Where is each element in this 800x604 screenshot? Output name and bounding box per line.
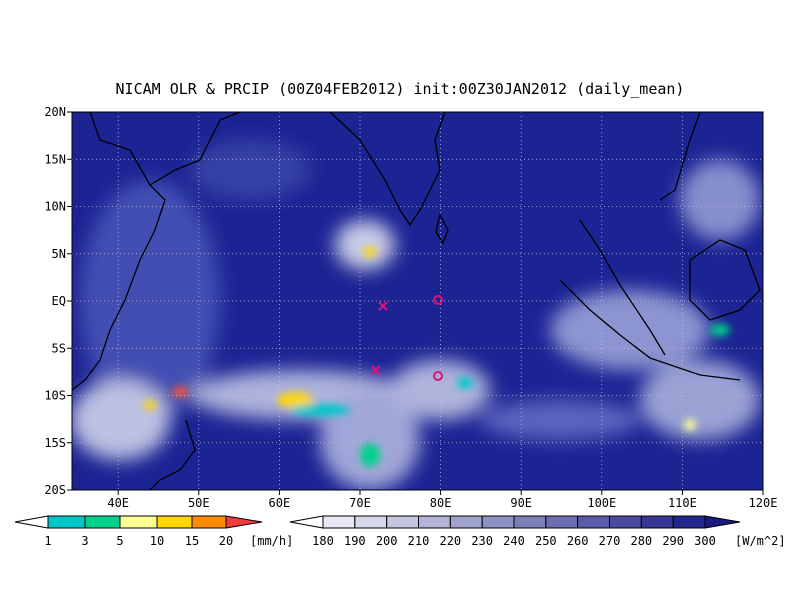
colorbar-label: 260 <box>567 534 589 548</box>
colorbar-box <box>156 515 193 529</box>
colorbar-label: 230 <box>471 534 493 548</box>
colorbar-box <box>354 515 388 529</box>
colorbar-box <box>640 515 674 529</box>
colorbar-box <box>481 515 515 529</box>
lat-label: 15S <box>44 436 66 450</box>
colorbar-end <box>225 515 263 529</box>
colorbar-box <box>191 515 227 529</box>
colorbar-box <box>84 515 121 529</box>
colorbar-label: 200 <box>376 534 398 548</box>
colorbar-box <box>119 515 158 529</box>
colorbar-end <box>704 515 741 529</box>
colorbar-box <box>449 515 483 529</box>
colorbar-label: 280 <box>630 534 652 548</box>
lat-label: 20N <box>44 105 66 119</box>
colorbar-box <box>672 515 706 529</box>
coastlines <box>72 112 761 490</box>
lat-label: 5N <box>52 247 66 261</box>
lat-label: 10N <box>44 200 66 214</box>
lat-label: 15N <box>44 152 66 166</box>
colorbar-label: 220 <box>439 534 461 548</box>
colorbar-box <box>577 515 611 529</box>
lon-label: 110E <box>668 496 697 510</box>
colorbar-label: 10 <box>150 534 164 548</box>
colorbar-label: 240 <box>503 534 525 548</box>
colorbar-box <box>386 515 419 529</box>
lon-label: 60E <box>269 496 291 510</box>
lat-label: 20S <box>44 483 66 497</box>
colorbar-end <box>289 515 324 529</box>
colorbar-unit: [W/m^2] <box>735 534 786 548</box>
colorbar-label: 1 <box>44 534 51 548</box>
lon-label: 50E <box>188 496 210 510</box>
lon-label: 90E <box>510 496 532 510</box>
colorbar-unit: [mm/h] <box>250 534 293 548</box>
lon-label: 40E <box>107 496 129 510</box>
markers <box>371 295 443 381</box>
colorbar-box <box>322 515 356 529</box>
colorbar-box <box>545 515 579 529</box>
colorbar-box <box>47 515 86 529</box>
lon-label: 100E <box>587 496 616 510</box>
lon-label: 120E <box>749 496 778 510</box>
colorbar-label: 15 <box>185 534 199 548</box>
colorbar-label: 180 <box>312 534 334 548</box>
colorbar-box <box>609 515 642 529</box>
colorbar-box <box>418 515 451 529</box>
map-title: NICAM OLR & PRCIP (00Z04FEB2012) init:00… <box>116 80 685 98</box>
colorbar-label: 3 <box>81 534 88 548</box>
colorbar-label: 250 <box>535 534 557 548</box>
grid <box>72 112 763 490</box>
colorbar-end <box>14 515 49 529</box>
colorbar-label: 190 <box>344 534 366 548</box>
colorbar-label: 210 <box>408 534 430 548</box>
colorbar-label: 20 <box>219 534 233 548</box>
lon-label: 80E <box>430 496 452 510</box>
map <box>72 112 763 490</box>
colorbar-label: 5 <box>116 534 123 548</box>
colorbar-box <box>513 515 547 529</box>
lat-label: 10S <box>44 389 66 403</box>
colorbar-label: 290 <box>662 534 684 548</box>
precip-cells <box>144 247 730 467</box>
lat-label: EQ <box>52 294 66 308</box>
colorbar-label: 270 <box>599 534 621 548</box>
lat-label: 5S <box>52 341 66 355</box>
lon-label: 70E <box>349 496 371 510</box>
colorbar-label: 300 <box>694 534 716 548</box>
